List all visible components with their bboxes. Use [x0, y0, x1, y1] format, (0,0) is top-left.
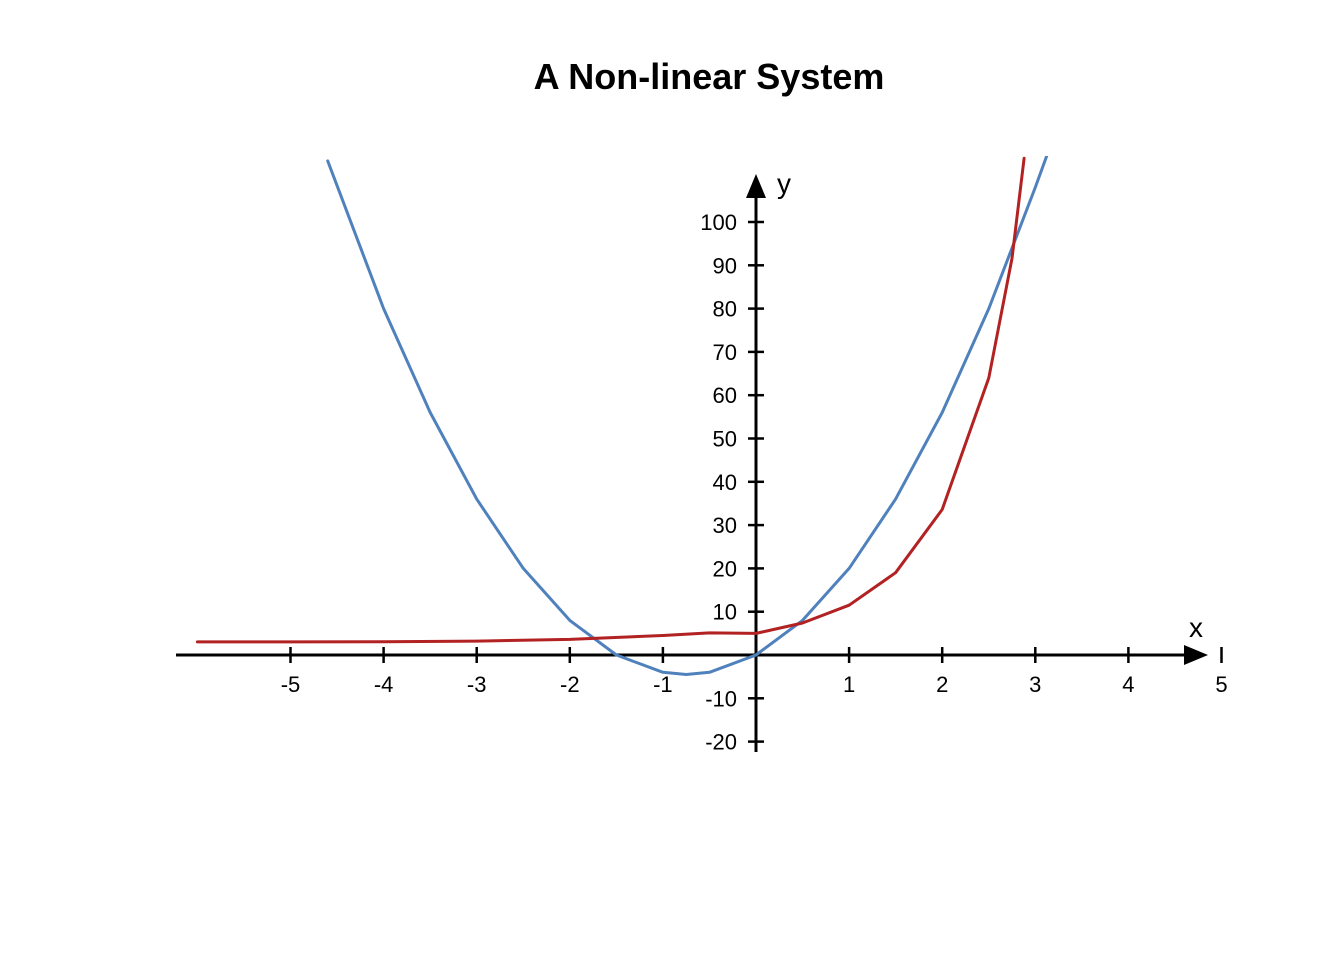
y-tick-label: 50: [713, 427, 737, 452]
x-tick-label: 1: [843, 672, 855, 697]
series-line-1: [326, 156, 1049, 676]
ticks: -5 -4 -3 -2 -1 1 2 3 4 5 -20 -10 10 20 30 40 50 60 70 80 90 1…: [281, 210, 1228, 755]
y-axis-arrow: [746, 174, 766, 198]
x-tick-label: -3: [467, 672, 487, 697]
x-tick-label: 3: [1029, 672, 1041, 697]
y-tick-label: 40: [713, 470, 737, 495]
y-tick-label: 60: [713, 383, 737, 408]
series-layer: [195, 156, 1049, 676]
y-tick-label: 90: [713, 253, 737, 278]
x-tick-label: 5: [1215, 672, 1227, 697]
x-tick-label: -4: [374, 672, 394, 697]
x-axis-arrow: [1184, 645, 1208, 665]
y-tick-label: -20: [705, 730, 737, 755]
y-tick-label: 10: [713, 600, 737, 625]
y-axis-label: y: [777, 168, 791, 199]
y-tick-label: -10: [705, 686, 737, 711]
y-tick-label: 20: [713, 556, 737, 581]
x-tick-label: 4: [1122, 672, 1134, 697]
x-axis-label: x: [1189, 612, 1203, 643]
chart-title: A Non-linear System: [533, 56, 885, 97]
y-tick-label: 30: [713, 513, 737, 538]
axes: [176, 174, 1208, 752]
y-tick-label: 70: [713, 340, 737, 365]
x-tick-label: -2: [560, 672, 580, 697]
y-tick-label: 100: [700, 210, 737, 235]
x-tick-label: -1: [653, 672, 673, 697]
x-tick-label: -5: [281, 672, 301, 697]
series-line-2: [195, 156, 1026, 644]
y-tick-label: 80: [713, 297, 737, 322]
x-tick-label: 2: [936, 672, 948, 697]
